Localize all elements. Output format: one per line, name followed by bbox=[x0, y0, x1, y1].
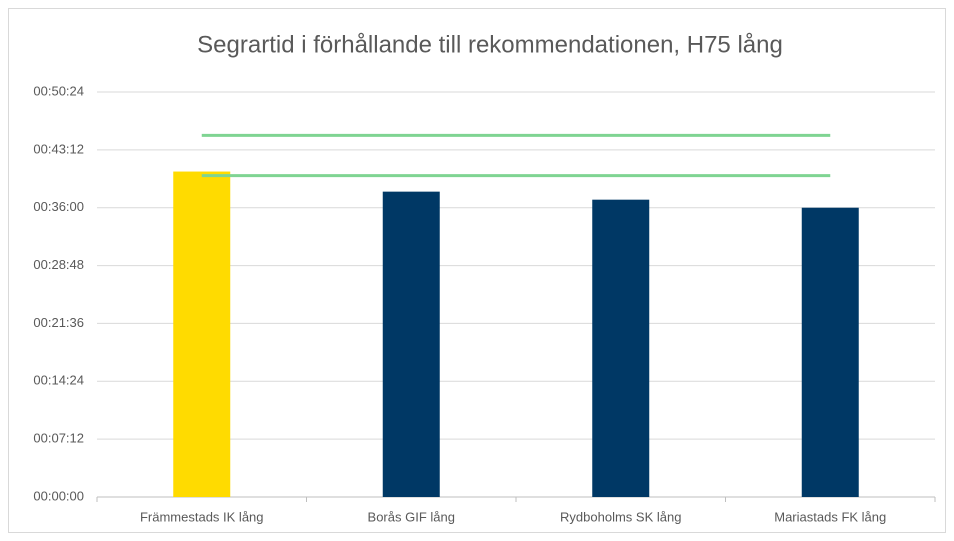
x-tick-label: Rydboholms SK lång bbox=[560, 509, 681, 524]
chart-title: Segrartid i förhållande till rekommendat… bbox=[197, 31, 783, 58]
x-tick-label: Främmestads IK lång bbox=[140, 509, 264, 524]
bar bbox=[382, 191, 440, 497]
x-tick-label: Borås GIF lång bbox=[368, 509, 455, 524]
x-tick-label: Mariastads FK lång bbox=[774, 509, 886, 524]
y-tick-label: 00:43:12 bbox=[33, 141, 84, 156]
bar bbox=[801, 207, 859, 497]
y-tick-label: 00:14:24 bbox=[33, 373, 84, 388]
bar bbox=[592, 199, 650, 497]
y-tick-label: 00:36:00 bbox=[33, 199, 84, 214]
bar bbox=[173, 171, 231, 497]
y-tick-label: 00:21:36 bbox=[33, 315, 84, 330]
y-tick-label: 00:50:24 bbox=[33, 83, 84, 98]
y-tick-label: 00:07:12 bbox=[33, 431, 84, 446]
y-tick-label: 00:28:48 bbox=[33, 257, 84, 272]
y-tick-label: 00:00:00 bbox=[33, 488, 84, 503]
chart-border bbox=[8, 8, 946, 533]
